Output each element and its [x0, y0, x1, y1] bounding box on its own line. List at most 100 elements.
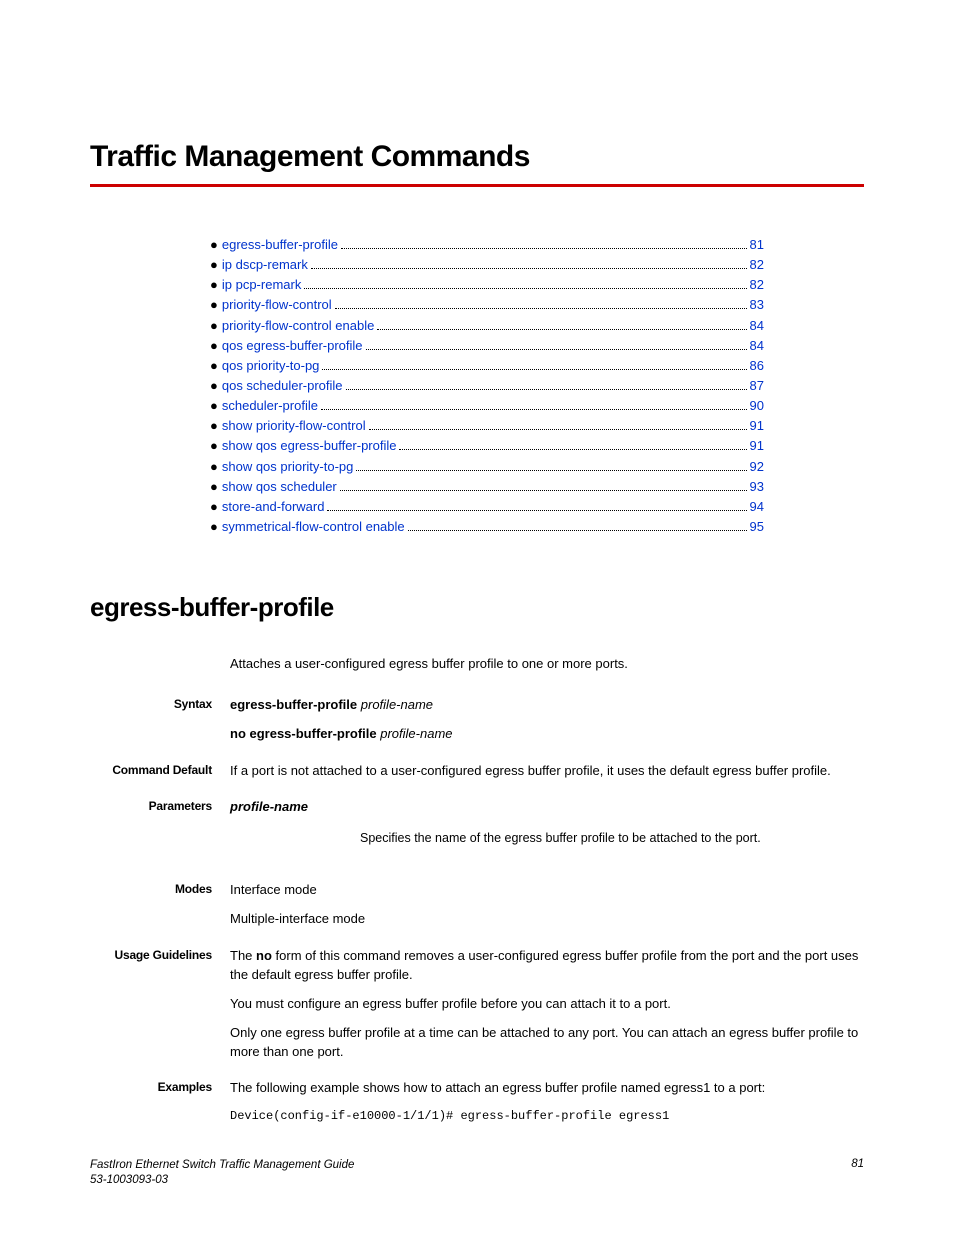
toc-item: ●priority-flow-control 83: [210, 295, 764, 315]
toc-page-number[interactable]: 90: [750, 396, 764, 416]
bullet-icon: ●: [210, 376, 218, 396]
toc-leader-dots: [341, 248, 747, 249]
toc-page-number[interactable]: 91: [750, 436, 764, 456]
toc-item: ●show qos priority-to-pg 92: [210, 457, 764, 477]
title-rule: [90, 184, 864, 187]
syntax-line-1: egress-buffer-profile profile-name: [230, 696, 864, 715]
toc-link[interactable]: ip dscp-remark: [222, 255, 308, 275]
toc-leader-dots: [356, 470, 746, 471]
syntax-arg: profile-name: [361, 697, 433, 712]
toc-item: ●show qos egress-buffer-profile 91: [210, 436, 764, 456]
toc-leader-dots: [346, 389, 747, 390]
bullet-icon: ●: [210, 497, 218, 517]
toc-leader-dots: [327, 510, 746, 511]
bullet-icon: ●: [210, 436, 218, 456]
command-default-text: If a port is not attached to a user-conf…: [230, 762, 864, 781]
usage-p2: You must configure an egress buffer prof…: [230, 995, 864, 1014]
toc-page-number[interactable]: 95: [750, 517, 764, 537]
example-intro: The following example shows how to attac…: [230, 1079, 864, 1098]
toc-item: ●store-and-forward 94: [210, 497, 764, 517]
toc-leader-dots: [377, 329, 746, 330]
modes-line-1: Interface mode: [230, 881, 864, 900]
toc-item: ●show qos scheduler93: [210, 477, 764, 497]
intro-text: Attaches a user-configured egress buffer…: [230, 655, 864, 674]
label-syntax: Syntax: [90, 696, 230, 754]
label-examples: Examples: [90, 1079, 230, 1135]
syntax-no-arg: profile-name: [380, 726, 452, 741]
bullet-icon: ●: [210, 275, 218, 295]
toc-page-number[interactable]: 94: [750, 497, 764, 517]
usage-p1: The no form of this command removes a us…: [230, 947, 864, 985]
toc-leader-dots: [399, 449, 746, 450]
toc-leader-dots: [304, 288, 746, 289]
table-of-contents: ●egress-buffer-profile81●ip dscp-remark8…: [210, 235, 764, 537]
toc-item: ●qos priority-to-pg 86: [210, 356, 764, 376]
toc-page-number[interactable]: 81: [750, 235, 764, 255]
toc-item: ●show priority-flow-control 91: [210, 416, 764, 436]
bullet-icon: ●: [210, 517, 218, 537]
syntax-cmd: egress-buffer-profile: [230, 697, 357, 712]
toc-item: ●qos scheduler-profile 87: [210, 376, 764, 396]
toc-page-number[interactable]: 82: [750, 255, 764, 275]
toc-leader-dots: [322, 369, 746, 370]
toc-link[interactable]: qos scheduler-profile: [222, 376, 343, 396]
footer-doc-number: 53-1003093-03: [90, 1173, 354, 1189]
toc-leader-dots: [311, 268, 747, 269]
bullet-icon: ●: [210, 457, 218, 477]
footer-doc-title: FastIron Ethernet Switch Traffic Managem…: [90, 1158, 354, 1174]
chapter-title: Traffic Management Commands: [90, 140, 864, 174]
toc-page-number[interactable]: 82: [750, 275, 764, 295]
toc-item: ●ip dscp-remark82: [210, 255, 764, 275]
toc-leader-dots: [408, 530, 747, 531]
toc-link[interactable]: priority-flow-control enable: [222, 316, 374, 336]
toc-link[interactable]: show qos scheduler: [222, 477, 337, 497]
toc-link[interactable]: store-and-forward: [222, 497, 325, 517]
section-title: egress-buffer-profile: [90, 592, 864, 623]
toc-link[interactable]: qos egress-buffer-profile: [222, 336, 363, 356]
toc-leader-dots: [366, 349, 747, 350]
bullet-icon: ●: [210, 336, 218, 356]
toc-page-number[interactable]: 86: [750, 356, 764, 376]
syntax-line-2: no egress-buffer-profile profile-name: [230, 725, 864, 744]
toc-leader-dots: [340, 490, 747, 491]
toc-link[interactable]: symmetrical-flow-control enable: [222, 517, 405, 537]
command-reference-body: Attaches a user-configured egress buffer…: [90, 655, 864, 1135]
parameter-name: profile-name: [230, 799, 308, 814]
page-footer: FastIron Ethernet Switch Traffic Managem…: [90, 1158, 864, 1189]
example-code: Device(config-if-e10000-1/1/1)# egress-b…: [230, 1108, 864, 1125]
toc-link[interactable]: show qos egress-buffer-profile: [222, 436, 397, 456]
toc-link[interactable]: egress-buffer-profile: [222, 235, 338, 255]
toc-link[interactable]: scheduler-profile: [222, 396, 318, 416]
toc-link[interactable]: show qos priority-to-pg: [222, 457, 354, 477]
toc-link[interactable]: qos priority-to-pg: [222, 356, 320, 376]
bullet-icon: ●: [210, 295, 218, 315]
modes-line-2: Multiple-interface mode: [230, 910, 864, 929]
bullet-icon: ●: [210, 235, 218, 255]
usage-p3: Only one egress buffer profile at a time…: [230, 1024, 864, 1062]
bullet-icon: ●: [210, 416, 218, 436]
toc-page-number[interactable]: 93: [750, 477, 764, 497]
label-parameters: Parameters: [90, 798, 230, 857]
syntax-no-cmd: no egress-buffer-profile: [230, 726, 377, 741]
toc-item: ●symmetrical-flow-control enable 95: [210, 517, 764, 537]
bullet-icon: ●: [210, 356, 218, 376]
toc-link[interactable]: priority-flow-control: [222, 295, 332, 315]
toc-item: ●scheduler-profile 90: [210, 396, 764, 416]
toc-leader-dots: [335, 308, 747, 309]
toc-item: ●ip pcp-remark 82: [210, 275, 764, 295]
bullet-icon: ●: [210, 396, 218, 416]
label-command-default: Command Default: [90, 762, 230, 791]
toc-page-number[interactable]: 83: [750, 295, 764, 315]
toc-item: ●priority-flow-control enable84: [210, 316, 764, 336]
toc-item: ●egress-buffer-profile 81: [210, 235, 764, 255]
label-usage-guidelines: Usage Guidelines: [90, 947, 230, 1071]
toc-item: ●qos egress-buffer-profile 84: [210, 336, 764, 356]
toc-link[interactable]: ip pcp-remark: [222, 275, 301, 295]
toc-page-number[interactable]: 84: [750, 316, 764, 336]
toc-page-number[interactable]: 87: [750, 376, 764, 396]
toc-page-number[interactable]: 92: [750, 457, 764, 477]
toc-page-number[interactable]: 84: [750, 336, 764, 356]
toc-link[interactable]: show priority-flow-control: [222, 416, 366, 436]
toc-page-number[interactable]: 91: [750, 416, 764, 436]
toc-leader-dots: [321, 409, 747, 410]
